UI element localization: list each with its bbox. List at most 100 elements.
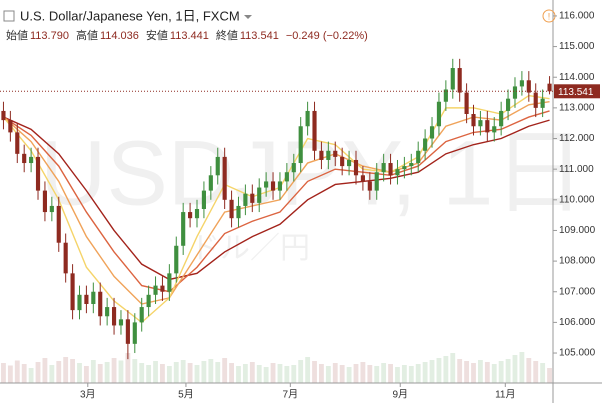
candle-body bbox=[312, 110, 317, 151]
dropdown-icon[interactable] bbox=[244, 15, 252, 19]
volume-bar bbox=[194, 365, 200, 383]
volume-bar bbox=[464, 361, 470, 383]
candle-body bbox=[194, 209, 200, 219]
candle-body bbox=[381, 163, 386, 173]
candle-body bbox=[257, 187, 262, 203]
volume-bar bbox=[160, 364, 165, 383]
volume-bar bbox=[132, 359, 138, 383]
y-tick-label: 116.000 bbox=[559, 11, 595, 22]
candle-body bbox=[499, 110, 504, 127]
candle-body bbox=[160, 285, 165, 292]
volume-bar bbox=[319, 364, 324, 383]
volume-bar bbox=[443, 356, 449, 383]
volume-bar bbox=[401, 365, 407, 383]
candle-body bbox=[429, 126, 435, 139]
candle-body bbox=[264, 181, 269, 188]
volume-bar bbox=[325, 366, 331, 383]
y-tick-label: 109.000 bbox=[559, 225, 596, 236]
volume-bar bbox=[35, 362, 41, 383]
candle-body bbox=[291, 163, 296, 173]
volume-bar bbox=[249, 362, 255, 383]
candle-body bbox=[319, 150, 324, 160]
chart-title[interactable]: U.S. Dollar/Japanese Yen, 1日, FXCM bbox=[20, 8, 240, 23]
volume-bar bbox=[436, 358, 442, 383]
volume-bar bbox=[374, 366, 380, 383]
volume-bar bbox=[242, 364, 248, 383]
candle-body bbox=[512, 86, 518, 99]
ohlc-value: 114.036 bbox=[100, 30, 139, 42]
volume-bar bbox=[83, 366, 89, 383]
candle-body bbox=[1, 110, 6, 121]
volume-bar bbox=[339, 365, 345, 383]
candle-body bbox=[132, 322, 137, 344]
candle-body bbox=[167, 273, 172, 292]
candle-body bbox=[35, 156, 41, 191]
y-tick-label: 115.000 bbox=[559, 41, 595, 52]
candle-body bbox=[42, 190, 48, 213]
candle-body bbox=[298, 126, 303, 164]
candle-body bbox=[63, 242, 68, 274]
volume-bar bbox=[277, 364, 283, 383]
candle-body bbox=[201, 190, 206, 209]
candle-body bbox=[436, 101, 442, 127]
volume-bar bbox=[298, 360, 304, 383]
y-tick-label: 108.000 bbox=[559, 256, 596, 267]
candle-body bbox=[125, 319, 130, 344]
volume-bar bbox=[484, 362, 490, 383]
volume-bar bbox=[146, 365, 152, 383]
volume-bar bbox=[491, 364, 497, 383]
volume-bar bbox=[512, 355, 518, 383]
volume-bar bbox=[450, 353, 456, 383]
candle-body bbox=[333, 150, 338, 157]
candle-body bbox=[526, 80, 531, 93]
volume-bar bbox=[7, 365, 13, 383]
volume-bar bbox=[180, 360, 186, 383]
volume-bar bbox=[77, 363, 82, 383]
candle-body bbox=[540, 98, 545, 108]
candle-body bbox=[84, 294, 89, 304]
volume-bar bbox=[90, 360, 96, 383]
volume-bar bbox=[533, 361, 539, 383]
ohlc-value: 113.541 bbox=[240, 30, 279, 42]
volume-bar bbox=[498, 361, 504, 383]
volume-bar bbox=[21, 364, 27, 383]
volume-bar bbox=[332, 363, 338, 383]
moving-average bbox=[3, 116, 550, 281]
candle-body bbox=[146, 294, 151, 308]
volume-bar bbox=[1, 363, 6, 383]
candle-body bbox=[139, 307, 144, 323]
candle-body bbox=[416, 150, 421, 164]
volume-bar bbox=[97, 364, 103, 383]
volume-bar bbox=[208, 359, 214, 383]
change-value: −0.249 (−0.22%) bbox=[286, 30, 368, 42]
x-tick-label: 9月 bbox=[392, 389, 408, 401]
candle-body bbox=[208, 175, 213, 191]
moving-average bbox=[3, 110, 550, 293]
last-price-box bbox=[554, 84, 600, 99]
x-tick-label: 3月 bbox=[80, 389, 96, 401]
volume-bar bbox=[284, 366, 290, 383]
volume-bar bbox=[429, 360, 435, 383]
candle-body bbox=[519, 80, 524, 87]
ohlc-label: 安値 bbox=[146, 28, 168, 42]
candle-body bbox=[402, 166, 407, 170]
candle-body bbox=[181, 212, 186, 246]
volume-bar bbox=[367, 365, 373, 383]
candle-body bbox=[111, 307, 117, 326]
x-tick-label: 5月 bbox=[178, 389, 194, 401]
candle-body bbox=[153, 285, 158, 295]
candle-body bbox=[409, 163, 414, 167]
candle-body bbox=[70, 273, 75, 311]
candle-body bbox=[56, 205, 61, 243]
y-tick-label: 110.000 bbox=[559, 194, 595, 205]
menu-icon[interactable] bbox=[3, 10, 15, 22]
candle-body bbox=[457, 68, 462, 93]
volume-bar bbox=[408, 366, 414, 383]
volume-bar bbox=[166, 366, 172, 383]
volume-bar bbox=[270, 363, 276, 383]
volume-bar bbox=[360, 362, 366, 383]
y-tick-label: 113.000 bbox=[559, 103, 595, 114]
volume-bar bbox=[236, 366, 241, 383]
candle-body bbox=[243, 193, 248, 206]
candle-body bbox=[485, 120, 490, 133]
